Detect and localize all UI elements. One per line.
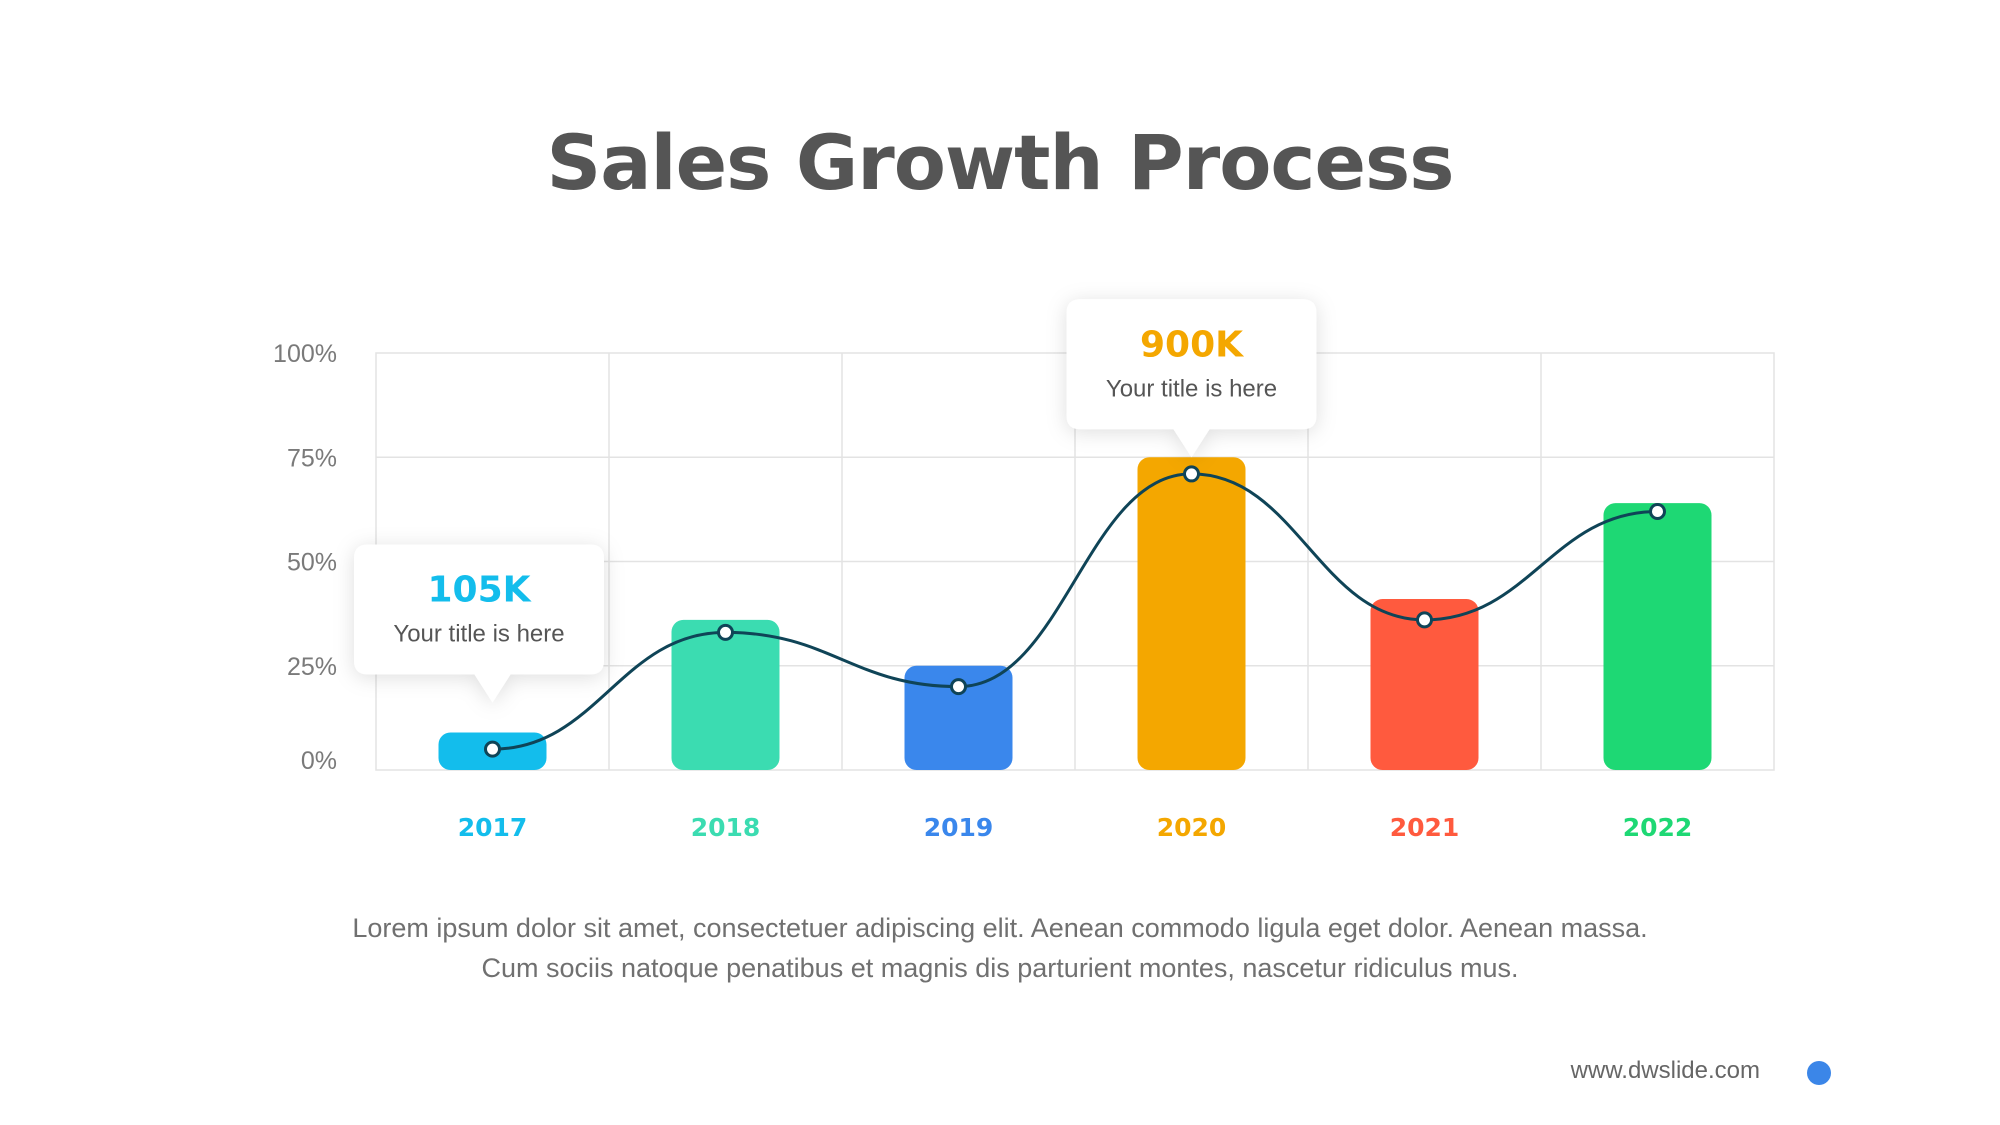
page-title: Sales Growth Process	[546, 118, 1455, 207]
y-axis: 0% 25% 50% 75% 100%	[273, 340, 337, 775]
y-tick-label: 0%	[301, 747, 337, 775]
callout-label: Your title is here	[1106, 375, 1277, 402]
x-tick-label-2021: 2021	[1390, 813, 1460, 842]
x-tick-label-2019: 2019	[924, 813, 994, 842]
callout-2017	[354, 544, 604, 703]
trend-point-2019	[950, 678, 967, 696]
trend-point-2020	[1183, 465, 1200, 483]
bar-2019	[904, 665, 1013, 770]
x-axis: 2017 2018 2019 2020 2021 2022	[458, 813, 1693, 842]
callout-value: 105K	[427, 569, 531, 610]
bar-series	[438, 457, 1712, 770]
bar-2022	[1603, 503, 1712, 770]
bar-2020	[1137, 457, 1246, 770]
x-tick-label-2020: 2020	[1157, 813, 1227, 842]
trend-point-2017	[484, 740, 501, 758]
bar-2018	[671, 619, 780, 770]
callouts: 105K Your title is here 900K Your title is …	[354, 299, 1317, 703]
trend-point-2021	[1416, 611, 1433, 629]
y-tick-label: 100%	[273, 340, 337, 368]
x-tick-label-2018: 2018	[691, 813, 761, 842]
callout-value: 900K	[1140, 324, 1244, 365]
website-link[interactable]: www.dwslide.com	[1570, 1057, 1760, 1084]
bar-2021	[1370, 599, 1479, 770]
trend-point-2018	[717, 623, 734, 641]
callout-label: Your title is here	[393, 620, 564, 647]
trend-line-layer	[484, 465, 1666, 758]
callout-2020	[1066, 299, 1317, 458]
accent-dot	[1807, 1061, 1831, 1085]
callout-bubble	[1066, 299, 1317, 458]
trend-line	[492, 472, 1658, 751]
x-tick-label-2017: 2017	[458, 813, 528, 842]
y-tick-label: 75%	[287, 444, 337, 472]
y-tick-label: 50%	[287, 549, 337, 577]
callout-bubble	[354, 544, 604, 703]
trend-point-2022	[1649, 502, 1666, 520]
y-tick-label: 25%	[287, 653, 337, 681]
description-text: Lorem ipsum dolor sit amet, consectetuer…	[352, 913, 1648, 983]
x-tick-label-2022: 2022	[1623, 813, 1693, 842]
